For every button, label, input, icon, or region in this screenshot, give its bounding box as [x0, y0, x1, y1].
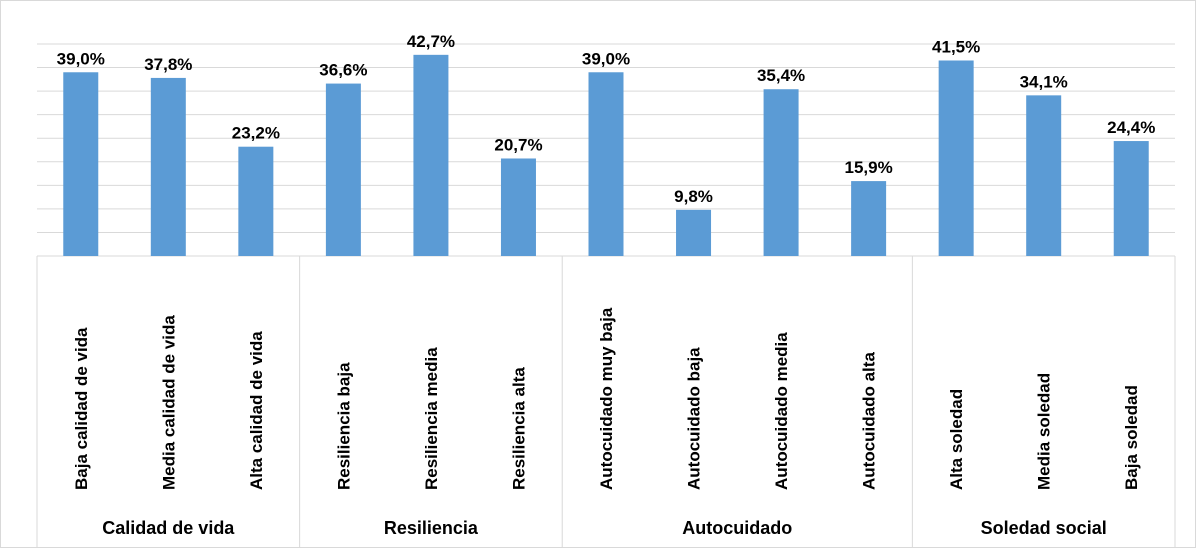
bar: [500, 158, 536, 256]
group-label: Soledad social: [981, 518, 1107, 538]
value-label: 36,6%: [319, 61, 367, 80]
bar: [851, 181, 887, 256]
bar: [63, 72, 99, 257]
value-label: 37,8%: [144, 55, 192, 74]
bar: [238, 146, 274, 256]
category-label: Autocuidado media: [772, 332, 791, 490]
category-label: Resiliencia media: [422, 347, 441, 490]
category-label: Baja soledad: [1122, 385, 1141, 490]
bar: [938, 60, 974, 256]
bar: [588, 72, 624, 257]
category-label: Alta soledad: [947, 389, 966, 490]
value-label: 41,5%: [932, 37, 980, 56]
group-label: Calidad de vida: [102, 518, 235, 538]
category-label: Media soledad: [1035, 373, 1054, 490]
value-label: 23,2%: [232, 124, 280, 143]
bar: [763, 89, 799, 256]
value-label: 34,1%: [1020, 72, 1068, 91]
value-label: 39,0%: [582, 49, 630, 68]
bar: [325, 83, 361, 256]
group-label: Autocuidado: [682, 518, 792, 538]
category-label: Baja calidad de vida: [72, 327, 91, 490]
value-label: 24,4%: [1107, 118, 1155, 137]
value-label: 39,0%: [57, 49, 105, 68]
group-label: Resiliencia: [384, 518, 479, 538]
bar: [1113, 141, 1149, 256]
bar: [413, 54, 449, 256]
value-label: 15,9%: [845, 158, 893, 177]
value-label: 20,7%: [494, 135, 542, 154]
value-label: 42,7%: [407, 32, 455, 51]
value-label: 9,8%: [674, 187, 713, 206]
category-label: Resiliencia baja: [334, 362, 353, 490]
bar: [150, 77, 186, 256]
category-label: Autocuidado muy baja: [597, 307, 616, 490]
category-label: Resiliencia alta: [509, 367, 528, 490]
category-label: Alta calidad de vida: [247, 331, 266, 490]
category-label: Autocuidado baja: [685, 347, 704, 490]
category-label: Media calidad de vida: [159, 315, 178, 490]
bar: [1026, 95, 1062, 257]
value-label: 35,4%: [757, 66, 805, 85]
bar: [676, 209, 712, 256]
category-label: Autocuidado alta: [860, 352, 879, 490]
